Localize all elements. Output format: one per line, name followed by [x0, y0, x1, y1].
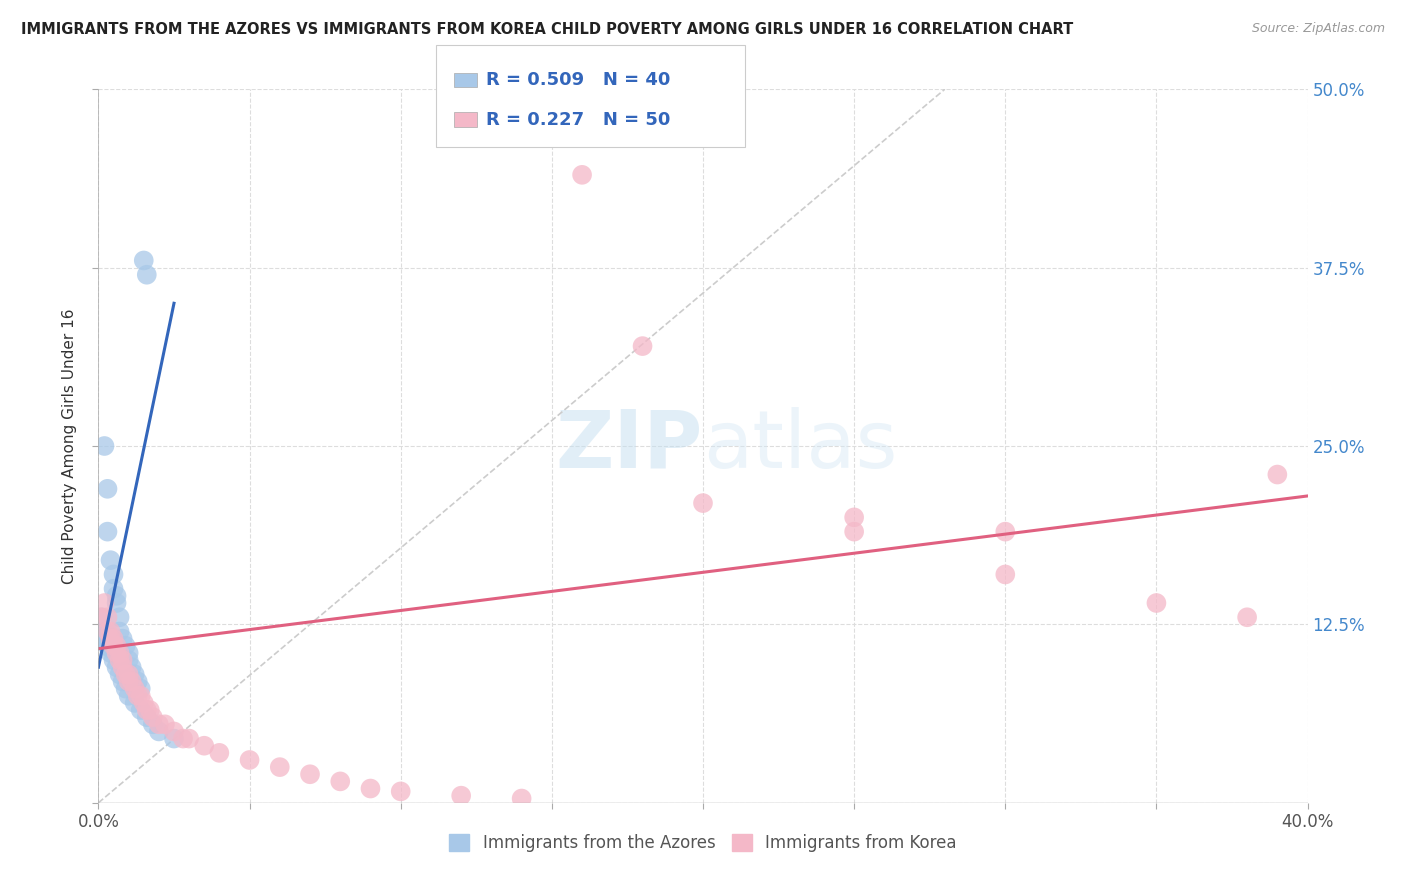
- Point: [103, 632, 125, 646]
- Point: [96, 610, 118, 624]
- Point: [692, 496, 714, 510]
- Point: [142, 710, 165, 724]
- Point: [127, 689, 149, 703]
- Point: [121, 660, 143, 674]
- Point: [114, 667, 136, 681]
- Text: atlas: atlas: [703, 407, 897, 485]
- Point: [96, 524, 118, 539]
- Point: [108, 610, 131, 624]
- Point: [179, 731, 201, 746]
- Point: [129, 689, 152, 703]
- Point: [90, 610, 112, 624]
- Point: [108, 646, 131, 660]
- Point: [118, 689, 141, 703]
- Point: [631, 339, 654, 353]
- Point: [118, 646, 141, 660]
- Point: [103, 582, 125, 596]
- Point: [93, 632, 115, 646]
- Point: [103, 639, 125, 653]
- Point: [118, 674, 141, 689]
- Text: Source: ZipAtlas.com: Source: ZipAtlas.com: [1251, 22, 1385, 36]
- Point: [1144, 596, 1167, 610]
- Point: [510, 791, 533, 805]
- Point: [139, 703, 162, 717]
- Point: [994, 567, 1017, 582]
- Point: [299, 767, 322, 781]
- Point: [105, 639, 128, 653]
- Point: [153, 717, 176, 731]
- Point: [108, 624, 131, 639]
- Point: [93, 439, 115, 453]
- Point: [100, 553, 122, 567]
- Point: [90, 624, 112, 639]
- Point: [127, 674, 149, 689]
- Text: R = 0.227   N = 50: R = 0.227 N = 50: [486, 111, 671, 128]
- Point: [108, 667, 131, 681]
- Y-axis label: Child Poverty Among Girls Under 16: Child Poverty Among Girls Under 16: [62, 309, 77, 583]
- Text: ZIP: ZIP: [555, 407, 703, 485]
- Point: [103, 653, 125, 667]
- Point: [1267, 467, 1289, 482]
- Point: [129, 681, 152, 696]
- Point: [96, 624, 118, 639]
- Point: [93, 596, 115, 610]
- Point: [135, 703, 157, 717]
- Legend: Immigrants from the Azores, Immigrants from Korea: Immigrants from the Azores, Immigrants f…: [443, 827, 963, 859]
- Point: [360, 781, 382, 796]
- Point: [148, 724, 170, 739]
- Point: [105, 660, 128, 674]
- Point: [132, 253, 155, 268]
- Point: [90, 610, 112, 624]
- Point: [114, 639, 136, 653]
- Point: [111, 674, 134, 689]
- Point: [111, 653, 134, 667]
- Point: [994, 524, 1017, 539]
- Point: [93, 624, 115, 639]
- Text: IMMIGRANTS FROM THE AZORES VS IMMIGRANTS FROM KOREA CHILD POVERTY AMONG GIRLS UN: IMMIGRANTS FROM THE AZORES VS IMMIGRANTS…: [21, 22, 1073, 37]
- Point: [571, 168, 593, 182]
- Point: [269, 760, 291, 774]
- Point: [100, 641, 122, 656]
- Point: [132, 696, 155, 710]
- Point: [163, 724, 186, 739]
- Point: [1236, 610, 1258, 624]
- Point: [100, 624, 122, 639]
- Point: [118, 667, 141, 681]
- Text: R = 0.509   N = 40: R = 0.509 N = 40: [486, 71, 671, 89]
- Point: [100, 632, 122, 646]
- Point: [103, 567, 125, 582]
- Point: [121, 674, 143, 689]
- Point: [111, 660, 134, 674]
- Point: [389, 784, 412, 798]
- Point: [129, 703, 152, 717]
- Point: [844, 524, 866, 539]
- Point: [135, 710, 157, 724]
- Point: [163, 731, 186, 746]
- Point: [239, 753, 262, 767]
- Point: [114, 681, 136, 696]
- Point: [142, 717, 165, 731]
- Point: [124, 667, 146, 681]
- Point: [105, 589, 128, 603]
- Point: [108, 653, 131, 667]
- Point: [208, 746, 231, 760]
- Point: [105, 596, 128, 610]
- Point: [124, 696, 146, 710]
- Point: [105, 646, 128, 660]
- Point: [111, 632, 134, 646]
- Point: [96, 482, 118, 496]
- Point: [844, 510, 866, 524]
- Point: [193, 739, 215, 753]
- Point: [90, 632, 112, 646]
- Point: [100, 646, 122, 660]
- Point: [124, 681, 146, 696]
- Point: [172, 731, 194, 746]
- Point: [329, 774, 352, 789]
- Point: [118, 653, 141, 667]
- Point: [135, 268, 157, 282]
- Point: [450, 789, 472, 803]
- Point: [96, 639, 118, 653]
- Point: [148, 717, 170, 731]
